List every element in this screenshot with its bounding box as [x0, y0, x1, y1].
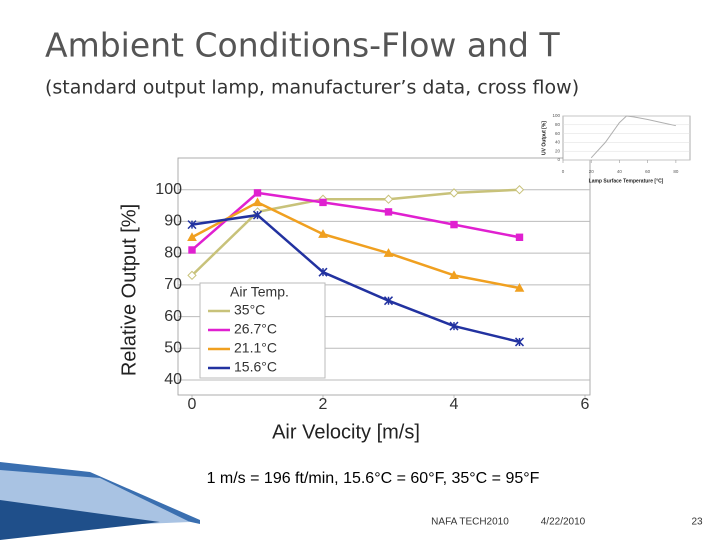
footer-date: 4/22/2010	[541, 517, 586, 528]
x-axis-label: Air Velocity [m/s]	[272, 421, 420, 443]
y-tick-label: 0	[557, 157, 560, 162]
marker	[514, 337, 525, 347]
series-line	[191, 213, 520, 344]
marker	[318, 267, 328, 277]
y-tick-label: 40	[164, 371, 182, 388]
slide-title: Ambient Conditions-Flow and T	[45, 26, 560, 65]
series-line	[590, 115, 676, 159]
marker	[449, 188, 459, 198]
series-line	[191, 191, 520, 251]
x-tick-label: 4	[450, 396, 459, 413]
marker	[384, 208, 393, 216]
marker	[514, 282, 525, 292]
marker	[319, 198, 327, 207]
footer-event: NAFA TECH2010	[431, 517, 509, 528]
legend-label: 26.7°C	[234, 321, 277, 337]
page-number: 23	[691, 517, 703, 528]
marker	[187, 220, 197, 230]
x-tick-label: 40	[617, 169, 623, 174]
legend-label: 35°C	[234, 302, 265, 318]
marker	[188, 246, 196, 254]
marker	[383, 194, 394, 204]
x-tick-label: 6	[581, 396, 590, 413]
plot-area	[562, 115, 691, 161]
x-tick-label: 0	[188, 396, 197, 413]
marker	[252, 210, 263, 220]
legend-label: 21.1°C	[234, 340, 277, 356]
marker	[449, 270, 459, 280]
marker	[187, 270, 197, 281]
y-tick-label: 60	[164, 308, 182, 325]
x-tick-label: 60	[645, 169, 651, 174]
marker	[450, 220, 458, 229]
y-tick-label: 40	[555, 140, 561, 145]
note: 1 m/s = 196 ft/min, 15.6°C = 60°F, 35°C …	[207, 470, 540, 487]
y-axis-label: Relative Output [%]	[118, 204, 140, 376]
x-tick-label: 0	[562, 169, 565, 174]
legend-label: 15.6°C	[234, 359, 277, 375]
legend-title: Air Temp.	[230, 284, 289, 300]
x-tick-label: 80	[673, 169, 679, 174]
series-line	[191, 201, 520, 290]
y-tick-label: 80	[555, 122, 561, 127]
y-tick-label: 50	[164, 340, 182, 357]
y-tick-label: 90	[164, 213, 182, 230]
marker	[187, 232, 197, 241]
marker	[515, 233, 524, 241]
y-tick-label: 20	[555, 148, 561, 153]
y-tick-label: 60	[555, 131, 561, 136]
slide-subtitle: (standard output lamp, manufacturer’s da…	[45, 77, 579, 99]
marker	[514, 185, 525, 195]
marker	[383, 248, 394, 257]
decoration	[0, 500, 160, 540]
y-tick-label: 80	[164, 244, 182, 261]
y-axis-label: UV Output [%]	[541, 121, 547, 155]
marker	[252, 197, 263, 207]
x-tick-label: 2	[319, 396, 328, 413]
x-tick-label: 20	[589, 169, 595, 174]
marker	[449, 321, 459, 331]
marker	[383, 296, 394, 306]
y-tick-label: 100	[552, 113, 560, 118]
x-axis-label: Lamp Surface Temperature [°C]	[589, 178, 664, 184]
y-tick-label: 70	[164, 276, 182, 293]
y-tick-label: 100	[155, 181, 182, 198]
series-line	[191, 188, 520, 277]
marker	[253, 189, 262, 197]
marker	[318, 229, 328, 238]
